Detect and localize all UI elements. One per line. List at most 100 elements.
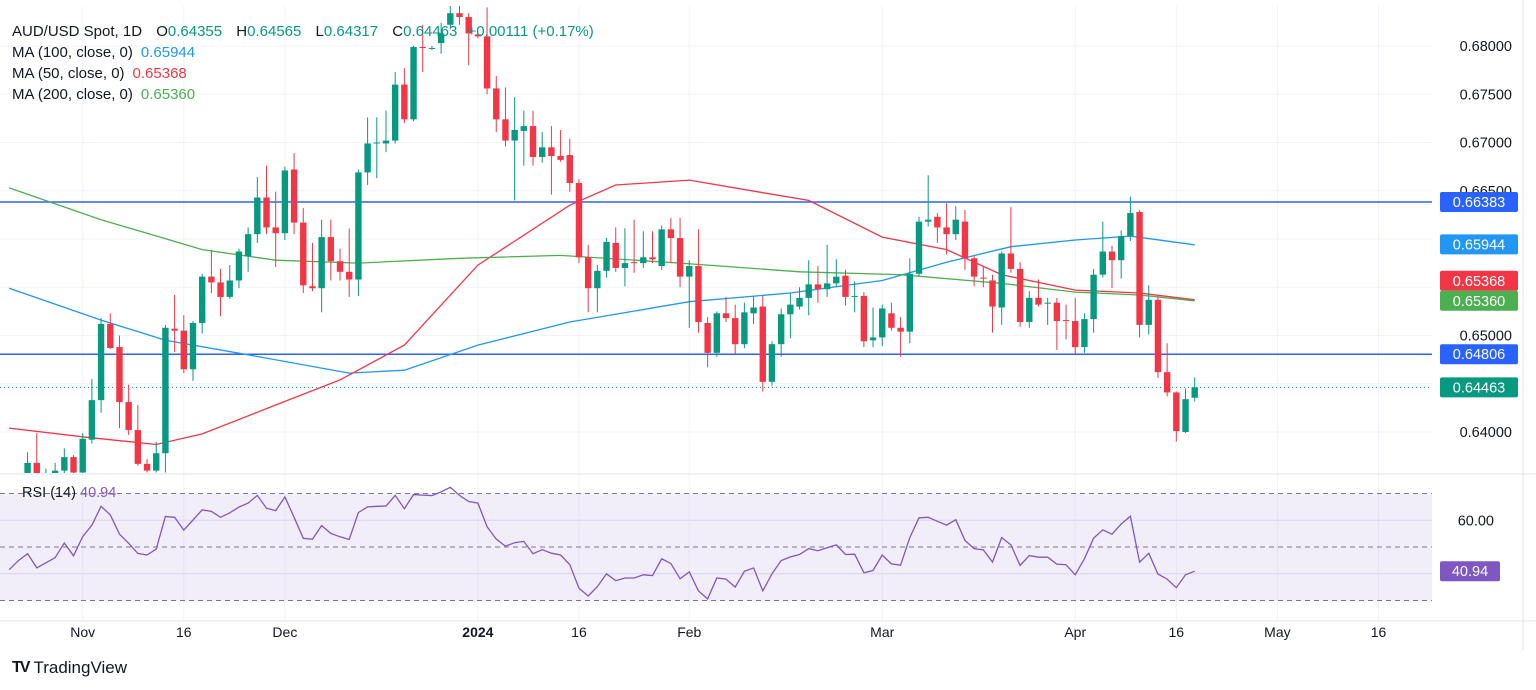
candle-up[interactable] [235,248,243,289]
moving-average-line[interactable] [9,179,1195,446]
candle-up[interactable] [796,287,803,310]
candle-down[interactable] [474,32,482,39]
candle-down[interactable] [980,266,987,288]
candle-up[interactable] [281,166,289,240]
candle-up[interactable] [640,231,647,268]
rsi-line[interactable] [8,486,1195,600]
candle-up[interactable] [61,448,68,475]
candle-up[interactable] [198,273,206,334]
ma100-legend[interactable]: MA (100, close, 0) 0.65944 [12,42,594,63]
candle-up[interactable] [447,3,454,29]
candle-up[interactable] [1090,268,1097,333]
ma50-legend[interactable]: MA (50, close, 0) 0.65368 [12,63,594,84]
candle-down[interactable] [1007,207,1015,273]
candle-down[interactable] [566,138,573,192]
rsi-legend[interactable]: RSI (14) 40.94 [22,485,116,501]
candle-down[interactable] [502,87,509,147]
candle-up[interactable] [594,265,601,313]
candle-down[interactable] [290,153,298,235]
candle-down[interactable] [888,302,895,331]
moving-average-line[interactable] [8,235,1195,374]
candle-down[interactable] [107,313,114,350]
candle-up[interactable] [1127,196,1134,241]
candle-up[interactable] [869,307,877,348]
candle-down[interactable] [263,165,270,235]
tradingview-logo[interactable]: TV TradingView [12,658,127,678]
candle-down[interactable] [70,455,77,478]
candle-up[interactable] [851,281,858,313]
candle-down[interactable] [529,110,537,166]
candle-up[interactable] [1182,388,1189,433]
candle-up[interactable] [787,293,794,339]
price-pane[interactable] [0,3,1432,529]
candle-up[interactable] [1081,313,1088,353]
candle-up[interactable] [539,131,546,163]
candle-down[interactable] [667,217,675,264]
candle-down[interactable] [1136,210,1143,338]
candle-down[interactable] [336,248,344,281]
candle-up[interactable] [162,324,169,473]
candle-down[interactable] [134,404,142,466]
candle-up[interactable] [391,72,399,144]
ma200-legend[interactable]: MA (200, close, 0) 0.65360 [12,84,594,105]
candle-down[interactable] [1016,262,1024,327]
candle-up[interactable] [51,462,59,485]
moving-average-line[interactable] [8,187,1195,302]
candle-up[interactable] [741,302,748,349]
candle-down[interactable] [961,210,969,270]
candle-down[interactable] [483,7,491,95]
candle-down[interactable] [649,231,656,264]
candle-down[interactable] [180,315,187,374]
candle-up[interactable] [226,265,233,299]
candle-up[interactable] [658,225,665,270]
candle-up[interactable] [823,244,831,297]
candle-up[interactable] [1117,230,1125,279]
candle-down[interactable] [943,203,950,255]
candle-up[interactable] [43,468,49,492]
candle-down[interactable] [1108,245,1116,289]
candle-down[interactable] [401,68,408,124]
candle-down[interactable] [493,75,500,132]
candle-up[interactable] [686,260,693,328]
candle-down[interactable] [346,228,353,297]
candle-down[interactable] [934,212,941,243]
candle-up[interactable] [244,227,252,272]
candle-up[interactable] [24,452,31,494]
price-axis[interactable]: 0.680000.675000.670000.665000.650000.640… [1440,39,1518,582]
candle-down[interactable] [897,317,904,357]
candle-up[interactable] [952,206,959,240]
candle-down[interactable] [695,229,702,333]
candle-down[interactable] [300,208,307,294]
candle-up[interactable] [924,175,932,227]
candle-down[interactable] [456,5,463,25]
candle-up[interactable] [603,238,610,278]
candle-down[interactable] [557,129,564,162]
candle-down[interactable] [575,179,583,264]
candle-up[interactable] [189,321,197,381]
candle-up[interactable] [318,219,325,313]
candle-down[interactable] [1154,294,1162,378]
candle-up[interactable] [511,97,518,201]
candle-up[interactable] [153,441,160,473]
candle-down[interactable] [548,126,555,195]
candle-down[interactable] [676,217,684,288]
candle-up[interactable] [88,378,96,444]
candle-down[interactable] [584,244,592,313]
candle-down[interactable] [1163,343,1171,397]
candle-up[interactable] [382,110,390,153]
candle-down[interactable] [272,191,279,267]
candle-down[interactable] [309,242,316,292]
candle-down[interactable] [116,335,123,429]
candle-down[interactable] [722,296,730,322]
candle-up[interactable] [833,259,840,288]
candle-down[interactable] [814,266,822,303]
candle-up[interactable] [906,258,914,344]
candle-up[interactable] [621,228,629,287]
candle-up[interactable] [998,251,1005,325]
candle-down[interactable] [630,219,638,273]
candle-up[interactable] [1145,285,1152,335]
candle-up[interactable] [437,22,445,54]
candle-up[interactable] [410,46,417,122]
candle-up[interactable] [254,177,261,243]
